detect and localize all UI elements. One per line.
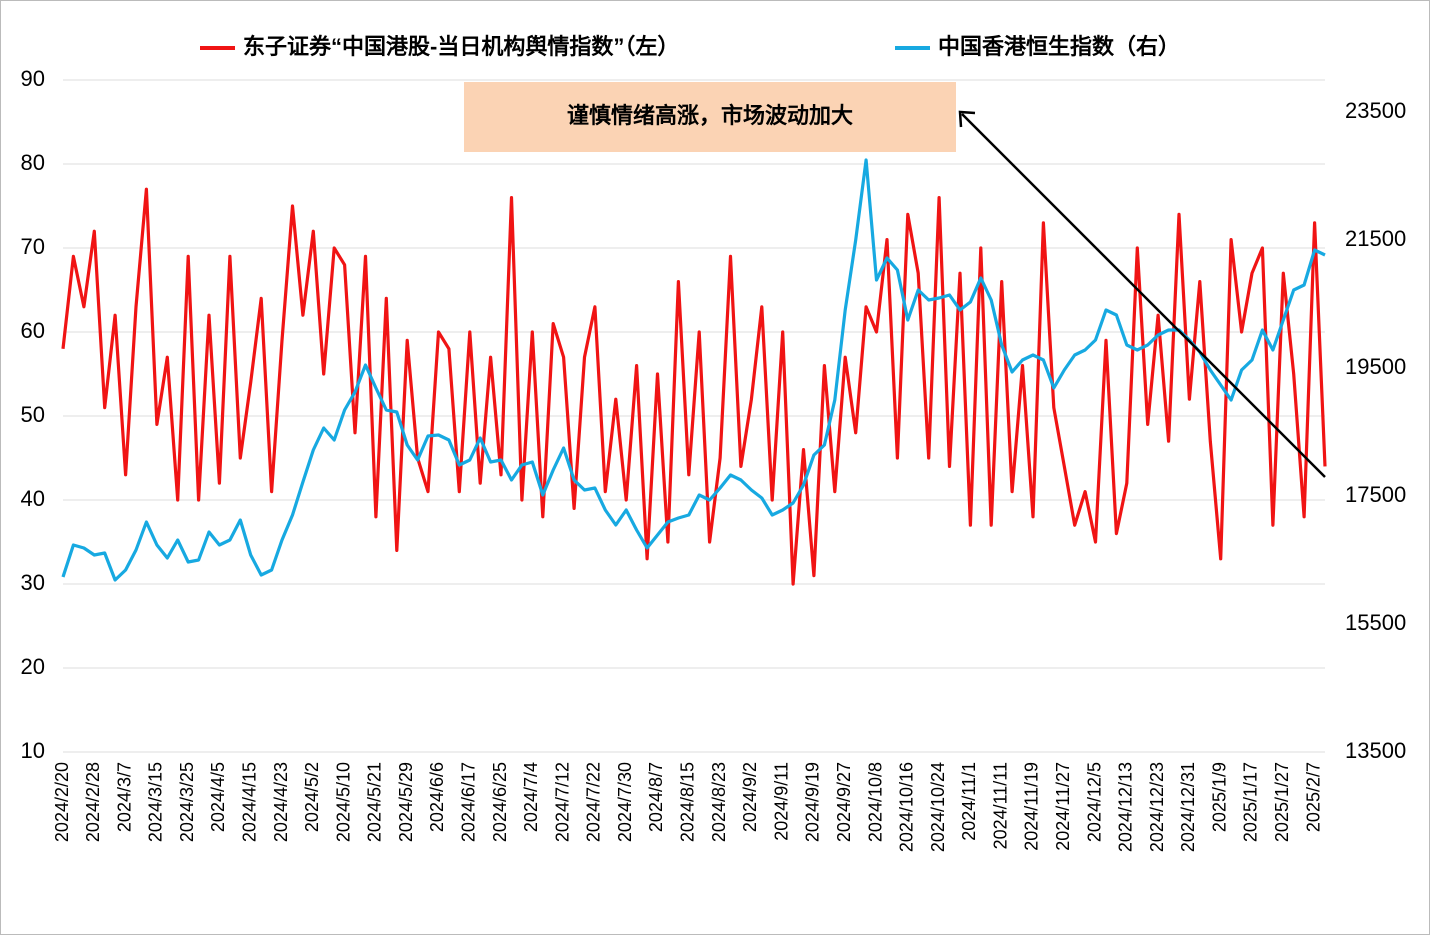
x-tick-label: 2025/1/9 (1209, 762, 1229, 832)
annotation: 谨慎情绪高涨，市场波动加大 (567, 103, 853, 128)
x-tick-label: 2024/6/6 (427, 762, 447, 832)
x-tick-label: 2025/1/17 (1241, 762, 1261, 842)
y-tick-label: 40 (21, 486, 45, 511)
x-tick-label: 2024/11/19 (1022, 762, 1042, 851)
y-tick-label: 80 (21, 150, 45, 175)
y-tick-label: 90 (21, 66, 45, 91)
x-tick-label: 2024/7/22 (584, 762, 604, 842)
x-tick-label: 2024/5/29 (396, 762, 416, 842)
x-tick-label: 2024/3/25 (177, 762, 197, 842)
y-tick-label: 10 (21, 738, 45, 763)
x-tick-label: 2024/9/27 (834, 762, 854, 842)
x-tick-label: 2024/9/2 (740, 762, 760, 832)
x-tick-label: 2024/10/8 (865, 762, 885, 842)
x-tick-label: 2024/10/16 (897, 762, 917, 852)
annotation-arrow (961, 113, 1326, 478)
y-tick-label: 70 (21, 234, 45, 259)
y2-tick-label: 19500 (1345, 354, 1406, 379)
x-tick-label: 2024/4/5 (208, 762, 228, 832)
x-tick-label: 2024/9/11 (771, 762, 791, 841)
x-tick-label: 2024/8/7 (646, 762, 666, 832)
x-tick-label: 2025/2/7 (1303, 762, 1323, 832)
x-tick-label: 2024/12/31 (1178, 762, 1198, 852)
x-tick-label: 2024/6/17 (459, 762, 479, 842)
x-tick-label: 2024/11/11 (990, 762, 1010, 849)
x-tick-label: 2024/7/30 (615, 762, 635, 842)
y2-tick-label: 17500 (1345, 482, 1406, 507)
x-tick-label: 2024/4/23 (271, 762, 291, 842)
x-tick-label: 2024/5/2 (302, 762, 322, 832)
x-tick-label: 2024/11/1 (959, 762, 979, 841)
legend-label: 中国香港恒生指数（右） (938, 34, 1180, 59)
x-tick-label: 2024/2/28 (83, 762, 103, 842)
y-tick-label: 60 (21, 318, 45, 343)
y-tick-label: 30 (21, 570, 45, 595)
x-tick-label: 2024/8/23 (709, 762, 729, 842)
series-line (61, 187, 1327, 586)
legend-label: 东子证券“中国港股-当日机构舆情指数”（左） (243, 34, 679, 59)
x-tick-label: 2024/7/4 (521, 762, 541, 832)
x-tick-label: 2024/6/25 (490, 762, 510, 842)
y2-tick-label: 13500 (1345, 738, 1406, 763)
x-tick-label: 2024/10/24 (928, 762, 948, 852)
x-tick-label: 2024/5/21 (365, 762, 385, 842)
x-tick-label: 2024/5/10 (333, 762, 353, 842)
x-tick-label: 2024/12/13 (1116, 762, 1136, 852)
x-tick-label: 2024/9/19 (803, 762, 823, 842)
x-tick-label: 2024/7/12 (552, 762, 572, 842)
y-tick-label: 50 (21, 402, 45, 427)
series-line (61, 158, 1326, 582)
y-tick-label: 20 (21, 654, 45, 679)
x-tick-label: 2024/12/23 (1147, 762, 1167, 852)
x-tick-label: 2024/4/15 (239, 762, 259, 842)
x-tick-label: 2025/1/27 (1272, 762, 1292, 842)
y2-tick-label: 21500 (1345, 226, 1406, 251)
y2-tick-label: 15500 (1345, 610, 1406, 635)
x-tick-label: 2024/3/7 (114, 762, 134, 832)
annotation-box (464, 82, 956, 152)
x-tick-label: 2024/8/15 (678, 762, 698, 842)
arrow-head (958, 110, 976, 128)
x-tick-label: 2024/12/5 (1084, 762, 1104, 842)
x-tick-label: 2024/2/20 (52, 762, 72, 842)
y2-tick-label: 23500 (1345, 98, 1406, 123)
x-tick-label: 2024/11/27 (1053, 762, 1073, 851)
x-tick-label: 2024/3/15 (146, 762, 166, 842)
